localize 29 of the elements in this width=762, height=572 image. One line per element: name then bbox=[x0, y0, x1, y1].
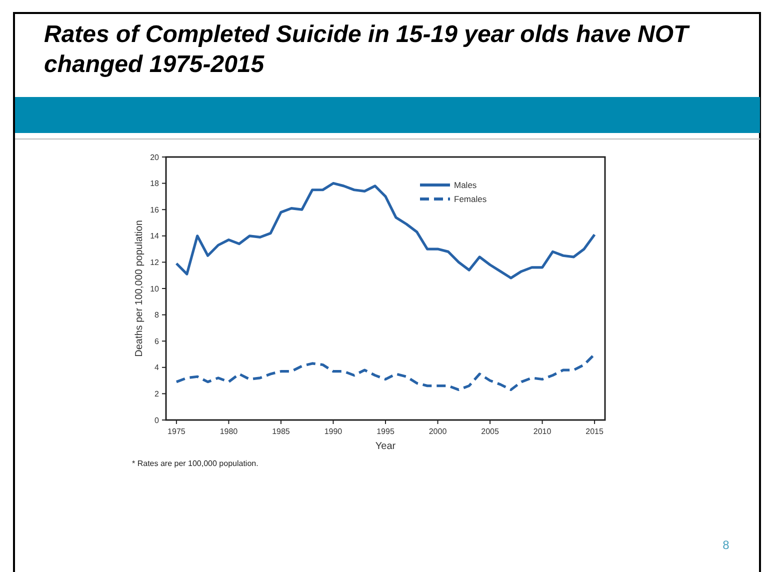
y-tick-label: 6 bbox=[154, 336, 160, 346]
y-tick-label: 20 bbox=[150, 152, 160, 162]
x-tick-label: 2000 bbox=[428, 427, 448, 436]
y-tick-label: 0 bbox=[154, 416, 160, 425]
text: 8 bbox=[722, 538, 730, 552]
x-axis-title: Year bbox=[375, 441, 396, 452]
y-tick-label: 10 bbox=[150, 284, 160, 294]
x-tick-label: 1985 bbox=[272, 427, 290, 436]
line-series bbox=[175, 352, 596, 392]
y-tick-label: 4 bbox=[154, 363, 160, 372]
x-tick-label: 1990 bbox=[324, 427, 343, 436]
y-tick-label: 18 bbox=[150, 179, 160, 188]
text: * Rates are per 100,000 population. bbox=[132, 459, 258, 468]
x-tick-label: 2015 bbox=[586, 427, 604, 436]
legend-label: Females bbox=[454, 194, 487, 204]
x-tick-label: 1995 bbox=[376, 427, 395, 436]
x-tick-label: 1975 bbox=[168, 427, 186, 436]
y-tick-label: 14 bbox=[150, 232, 160, 241]
legend-label: Males bbox=[454, 180, 477, 190]
y-tick-label: 8 bbox=[154, 310, 160, 320]
y-tick-label: 12 bbox=[150, 258, 160, 267]
x-tick-label: 2010 bbox=[533, 427, 552, 436]
line-series bbox=[175, 182, 596, 280]
x-tick-label: 2005 bbox=[481, 427, 500, 436]
chart-title: Rates of Completed Suicide in 15-19 year olds have NOT changed 1975-2015 bbox=[44, 21, 691, 78]
y-axis-title: Deaths per 100,000 population bbox=[134, 220, 145, 357]
x-tick-label: 1980 bbox=[220, 427, 238, 436]
y-tick-label: 16 bbox=[150, 205, 160, 214]
y-tick-label: 2 bbox=[154, 390, 160, 398]
